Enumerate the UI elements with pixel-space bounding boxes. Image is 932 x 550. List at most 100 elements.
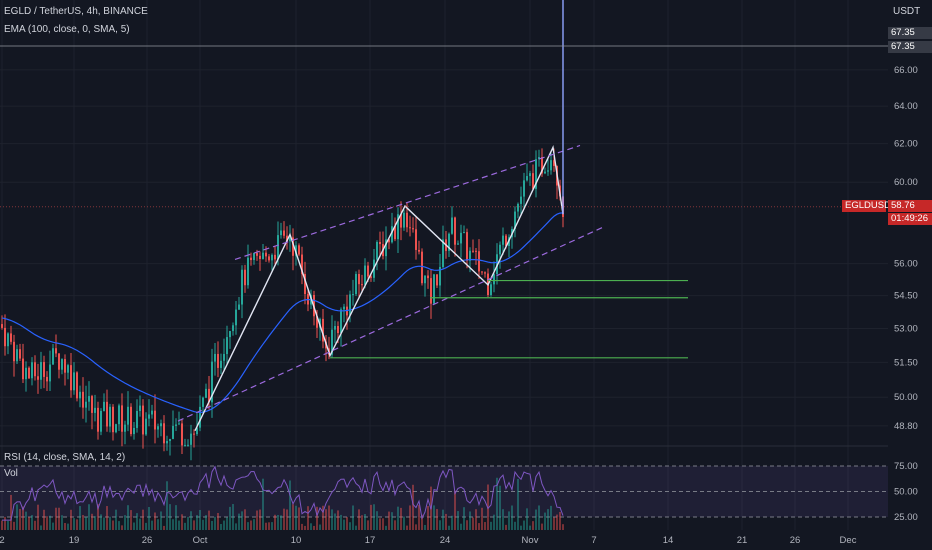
volume-bar (556, 514, 558, 530)
candle-body (538, 157, 540, 160)
price-tick-label: 54.50 (894, 291, 918, 302)
candle-body (181, 423, 183, 446)
volume-bar (496, 477, 498, 530)
candle-body (1, 324, 3, 328)
candle-body (130, 406, 132, 435)
vol-legend[interactable]: Vol (4, 468, 18, 479)
candle-body (40, 362, 42, 380)
volume-bar (562, 524, 564, 530)
candle-body (19, 349, 21, 359)
time-tick-label: 17 (365, 535, 376, 546)
candle-body (490, 284, 492, 296)
volume-bar (364, 514, 366, 530)
ema-legend[interactable]: EMA (100, close, 0, SMA, 5) (4, 24, 130, 35)
rsi-line (2, 465, 564, 521)
volume-bar (76, 519, 78, 530)
volume-bar (523, 520, 525, 530)
volume-bar (205, 515, 207, 530)
candle-body (463, 232, 465, 234)
candle-body (394, 226, 396, 240)
volume-bar (259, 509, 261, 530)
volume-bar (376, 511, 378, 530)
volume-bar (265, 522, 267, 530)
volume-bar (202, 519, 204, 530)
volume-bar (85, 516, 87, 530)
volume-bar (34, 520, 36, 530)
rsi-tick-label: 75.00 (894, 461, 918, 472)
price-tick-label: 50.00 (894, 392, 918, 403)
candle-body (64, 359, 66, 373)
volume-bar (544, 512, 546, 530)
volume-bar (109, 516, 111, 530)
volume-bar (256, 510, 258, 530)
currency-label: USDT (893, 6, 921, 17)
volume-bar (328, 505, 330, 530)
symbol-legend[interactable]: EGLD / TetherUS, 4h, BINANCE (4, 6, 148, 17)
volume-bar (4, 516, 6, 530)
time-axis: 2 19 26 Oct 10 17 24 Nov 7 14 21 26 Dec (0, 530, 932, 550)
volume-bar (133, 522, 135, 530)
symbol-tag: EGLDUSDT (842, 200, 897, 212)
rsi-legend[interactable]: RSI (14, close, SMA, 14, 2) (4, 452, 126, 463)
rsi-tick-label: 25.00 (894, 512, 918, 523)
candle-body (55, 348, 57, 354)
candle-body (124, 424, 126, 432)
volume-bar (19, 508, 21, 530)
volume-bar (358, 509, 360, 530)
volume-bar (478, 523, 480, 530)
candle-body (340, 309, 342, 334)
volume-bar (514, 521, 516, 530)
candle-body (496, 254, 498, 275)
volume-bar (145, 522, 147, 530)
candle-body (142, 405, 144, 435)
candle-body (151, 410, 153, 415)
volume-bar (520, 525, 522, 530)
volume-bar (397, 506, 399, 530)
volume-bar (406, 525, 408, 530)
ema-series (1, 212, 564, 414)
volume-bar (187, 516, 189, 530)
candle-body (211, 361, 213, 403)
volume-bar (412, 484, 414, 530)
volume-bar (475, 509, 477, 530)
volume-bar (139, 518, 141, 530)
volume-bar (37, 504, 39, 530)
candle-body (412, 228, 414, 230)
candle-body (184, 444, 186, 446)
volume-bar (208, 510, 210, 530)
volume-bar (220, 524, 222, 530)
countdown-tag: 01:49:26 (888, 213, 932, 225)
volume-bar (379, 518, 381, 530)
candle-body (550, 160, 552, 171)
volume-bar (493, 514, 495, 530)
volume-bar (64, 522, 66, 530)
volume-bar (166, 481, 168, 530)
volume-bar (268, 522, 270, 530)
volume-bar (22, 506, 24, 530)
time-tick-label: 7 (591, 535, 596, 546)
candle-body (232, 325, 234, 332)
volume-bar (307, 506, 309, 530)
candle-body (16, 349, 18, 362)
candle-body (7, 333, 9, 347)
candle-body (172, 425, 174, 439)
candle-body (277, 235, 279, 260)
candle-body (355, 274, 357, 295)
volume-bar (181, 514, 183, 530)
volume-bar (382, 518, 384, 530)
volume-bar (370, 504, 372, 530)
volume-bar (79, 506, 81, 530)
volume-bar (466, 520, 468, 530)
candle-body (73, 372, 75, 391)
candle-body (115, 424, 117, 433)
volume-bar (415, 524, 417, 530)
candle-body (436, 274, 438, 286)
candle-body (337, 326, 339, 334)
volume-bar (463, 507, 465, 530)
candle-body (331, 329, 333, 355)
volume-bar (286, 509, 288, 530)
channel-lower (177, 225, 606, 422)
last-price-tag: 58.76 (888, 200, 932, 212)
